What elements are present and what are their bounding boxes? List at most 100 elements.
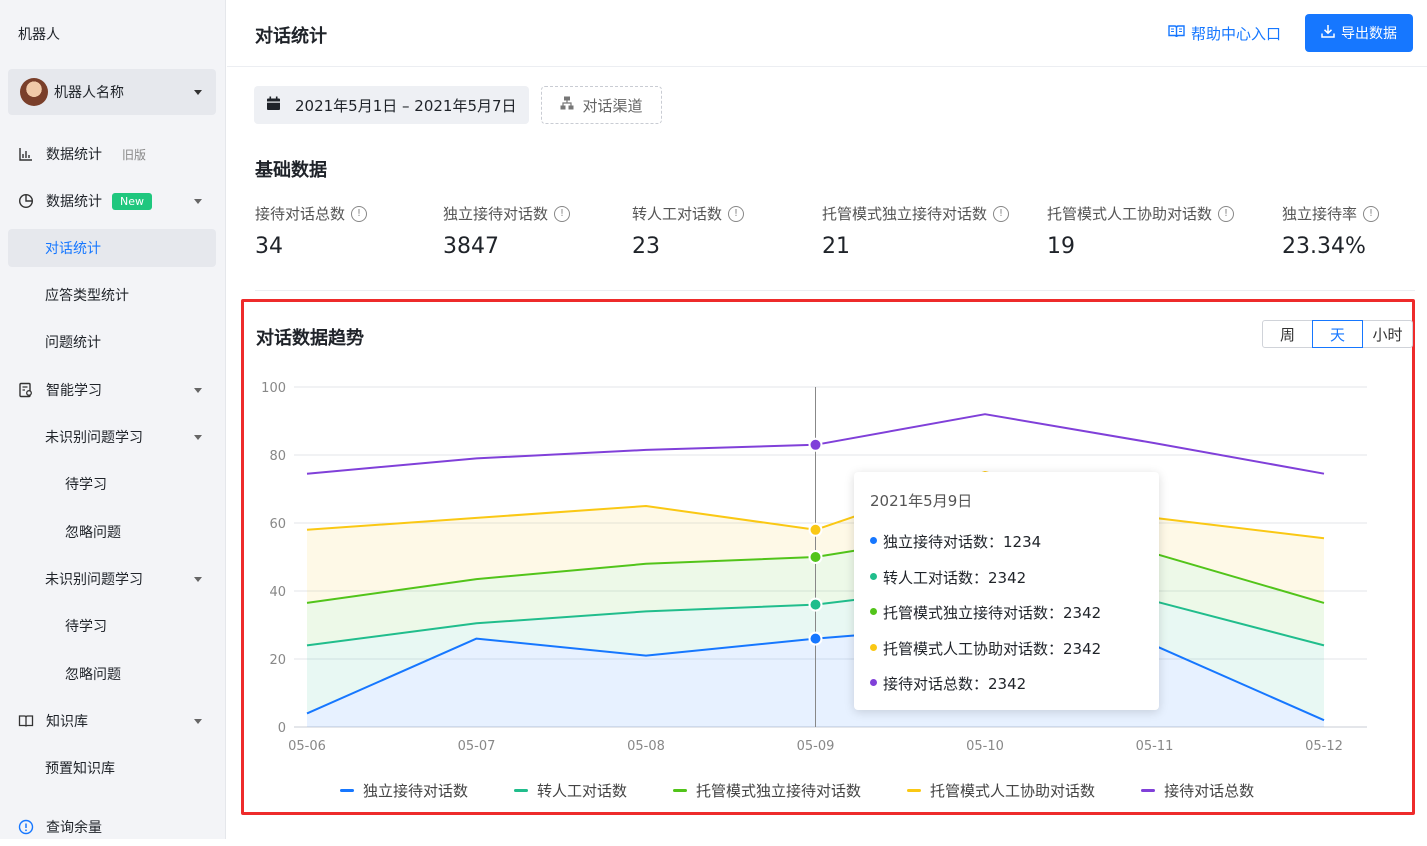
y-tick-label: 80 — [269, 449, 286, 464]
trend-chart[interactable]: 0 20 40 60 80 100 05-06 05-07 05-08 05-09 05-10 05-… — [244, 302, 1412, 812]
book-icon — [18, 713, 34, 729]
legend-swatch — [907, 789, 922, 792]
alert-circle-icon — [18, 819, 34, 835]
granularity-toggle: 周 天 小时 — [1262, 320, 1413, 348]
tooltip-row-label: 转人工对话数：2342 — [883, 568, 1027, 587]
trend-chart-card: 对话数据趋势 周 天 小时 0 20 40 60 80 100 05-06 05-07 05-0… — [241, 299, 1415, 815]
sidebar-item-data-stats-old[interactable]: 数据统计 旧版 — [8, 135, 216, 173]
info-icon[interactable]: ! — [554, 205, 571, 222]
sidebar-item-label: 知识库 — [46, 714, 88, 730]
x-tick-label: 05-10 — [966, 739, 1004, 754]
sidebar-item-query-balance[interactable]: 查询余量 — [8, 808, 216, 846]
info-icon[interactable]: ! — [351, 205, 368, 222]
chevron-down-icon — [194, 718, 202, 724]
x-tick-label: 05-06 — [288, 739, 326, 754]
stat-value: 34 — [255, 234, 283, 259]
x-tick-label: 05-12 — [1305, 739, 1343, 754]
tooltip-row-label: 托管模式人工协助对话数：2342 — [883, 639, 1102, 658]
sidebar: 机器人 机器人名称 数据统计 旧版 数据统计 New 对话统计 应答类型统计 问… — [0, 0, 226, 839]
stat-value: 21 — [822, 234, 850, 259]
series-dot — [870, 608, 877, 615]
legend-swatch — [340, 789, 354, 792]
document-search-icon — [18, 382, 34, 398]
sidebar-brand: 机器人 — [18, 27, 60, 43]
hierarchy-icon — [560, 96, 574, 114]
channel-label: 对话渠道 — [582, 96, 643, 115]
sidebar-item-to-learn-2[interactable]: 待学习 — [8, 607, 216, 645]
sidebar-item-preset-knowledge[interactable]: 预置知识库 — [8, 749, 216, 787]
chart-legend: 独立接待对话数 转人工对话数 托管模式独立接待对话数 托管模式人工协助对话数 接… — [340, 780, 1300, 801]
stat-label: 独立接待率 — [1282, 205, 1358, 223]
legend-item[interactable]: 独立接待对话数 — [340, 780, 468, 801]
sidebar-item-unrecognized-learning[interactable]: 未识别问题学习 — [8, 418, 216, 456]
tooltip-row: 接待对话总数：2342 — [870, 673, 1143, 709]
sidebar-item-ignored-questions-2[interactable]: 忽略问题 — [8, 655, 216, 693]
sidebar-item-label: 未识别问题学习 — [45, 572, 143, 588]
legend-item[interactable]: 转人工对话数 — [514, 780, 627, 801]
help-center-link[interactable]: 帮助中心入口 — [1168, 23, 1281, 44]
chevron-down-icon — [194, 576, 202, 582]
export-data-label: 导出数据 — [1341, 26, 1397, 42]
sidebar-item-to-learn[interactable]: 待学习 — [8, 465, 216, 503]
legend-label: 转人工对话数 — [537, 782, 628, 800]
tooltip-row: 独立接待对话数：1234 — [870, 531, 1143, 567]
sidebar-item-label: 数据统计 — [46, 194, 102, 210]
stat-value: 19 — [1047, 234, 1075, 259]
legend-item[interactable]: 托管模式人工协助对话数 — [907, 780, 1095, 801]
main-content: 对话统计 帮助中心入口 导出数据 2021年5月1日 – 2021年5月7日 对… — [227, 0, 1427, 839]
stat-transfer-human: 转人工对话数! 23 — [632, 203, 745, 259]
tooltip-row: 托管模式独立接待对话数：2342 — [870, 602, 1143, 638]
divider — [227, 66, 1427, 67]
legend-label: 接待对话总数 — [1164, 782, 1255, 800]
stat-managed-independent: 托管模式独立接待对话数! 21 — [822, 203, 1010, 259]
sidebar-item-smart-learning[interactable]: 智能学习 — [8, 371, 216, 409]
pie-chart-icon — [18, 193, 34, 209]
legend-swatch — [673, 789, 688, 792]
granularity-week[interactable]: 周 — [1262, 320, 1313, 348]
sidebar-item-data-stats[interactable]: 数据统计 New — [8, 182, 216, 220]
granularity-day[interactable]: 天 — [1312, 320, 1363, 348]
data-point-0 — [808, 631, 823, 646]
avatar — [20, 78, 48, 106]
bot-name: 机器人名称 — [54, 85, 124, 101]
stat-label: 独立接待对话数 — [443, 205, 549, 223]
bot-selector[interactable]: 机器人名称 — [8, 69, 216, 115]
sidebar-item-label: 查询余量 — [46, 820, 102, 836]
sidebar-item-ignored-questions[interactable]: 忽略问题 — [8, 513, 216, 551]
y-tick-label: 100 — [261, 381, 286, 396]
sidebar-item-conversation-stats[interactable]: 对话统计 — [8, 229, 216, 267]
stat-independent-rate: 独立接待率! 23.34% — [1282, 203, 1380, 259]
tooltip-row: 托管模式人工协助对话数：2342 — [870, 638, 1143, 674]
tooltip-row-label: 独立接待对话数：1234 — [883, 533, 1042, 551]
trend-chart-title: 对话数据趋势 — [256, 328, 364, 349]
series-dot — [870, 679, 877, 686]
x-tick-label: 05-07 — [458, 739, 496, 754]
data-point-1 — [808, 597, 823, 612]
conversation-channel-filter[interactable]: 对话渠道 — [541, 86, 662, 124]
sidebar-item-label: 智能学习 — [46, 383, 102, 399]
sidebar-item-question-stats[interactable]: 问题统计 — [8, 323, 216, 361]
legend-item[interactable]: 接待对话总数 — [1141, 780, 1254, 801]
tooltip-row-label: 接待对话总数：2342 — [883, 675, 1027, 693]
page-title: 对话统计 — [255, 26, 327, 47]
info-icon[interactable]: ! — [993, 205, 1010, 222]
legend-item[interactable]: 托管模式独立接待对话数 — [673, 780, 861, 801]
export-data-button[interactable]: 导出数据 — [1305, 14, 1413, 52]
sidebar-item-label: 对话统计 — [45, 241, 101, 257]
date-range-picker[interactable]: 2021年5月1日 – 2021年5月7日 — [254, 86, 529, 124]
sidebar-item-unrecognized-learning-2[interactable]: 未识别问题学习 — [8, 560, 216, 598]
stat-label: 托管模式人工协助对话数 — [1047, 205, 1213, 223]
sidebar-item-label: 忽略问题 — [65, 525, 121, 541]
chevron-down-icon — [194, 198, 202, 204]
y-tick-label: 40 — [269, 585, 286, 600]
sidebar-item-response-type-stats[interactable]: 应答类型统计 — [8, 276, 216, 314]
legend-swatch — [1141, 789, 1156, 792]
legend-label: 托管模式人工协助对话数 — [930, 782, 1096, 800]
info-icon[interactable]: ! — [1218, 205, 1235, 222]
sidebar-item-label: 待学习 — [65, 619, 107, 635]
sidebar-item-label: 数据统计 — [46, 147, 102, 163]
calendar-icon — [266, 96, 281, 115]
sidebar-item-knowledge-base[interactable]: 知识库 — [8, 702, 216, 740]
info-icon[interactable]: ! — [728, 205, 745, 222]
info-icon[interactable]: ! — [1363, 205, 1380, 222]
